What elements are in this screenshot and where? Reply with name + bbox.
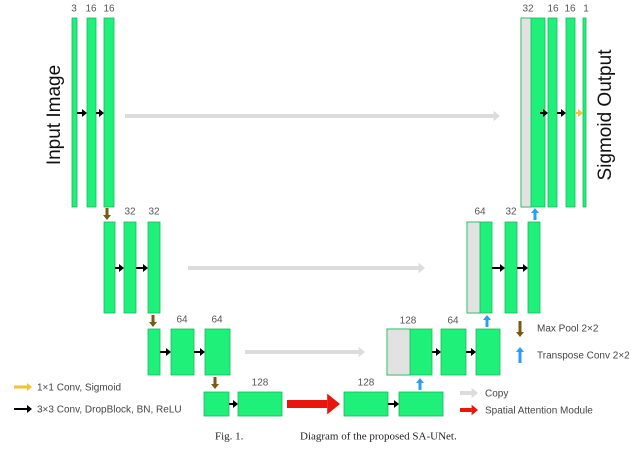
feature-map [398, 391, 444, 417]
feature-map [103, 221, 116, 314]
feature-map [343, 391, 389, 417]
arrow-head [436, 348, 441, 356]
arrow-head [143, 264, 148, 272]
arrow-head [27, 383, 32, 391]
channel-label: 32 [505, 207, 517, 218]
feature-map [123, 221, 137, 314]
feature-map [204, 328, 231, 376]
channel-label: 64 [176, 315, 188, 326]
feature-map [547, 17, 558, 208]
arrow-head [82, 109, 87, 117]
copied-feature [386, 328, 411, 376]
arrow-head [27, 405, 32, 413]
arrow-head [394, 400, 399, 408]
arrow-head [543, 109, 548, 117]
arrow-head [516, 332, 524, 337]
arrow-head [516, 347, 524, 352]
legend-label: Copy [485, 389, 508, 400]
output-label: Sigmoid Output [595, 49, 616, 181]
arrow-head [471, 348, 476, 356]
copied-feature [520, 17, 532, 208]
feature-map [71, 17, 78, 208]
channel-label: 16 [103, 4, 115, 15]
shapes [14, 17, 587, 417]
legend-label: 3×3 Conv, DropBlock, BN, ReLU [37, 405, 182, 416]
channel-label: 32 [148, 207, 160, 218]
feature-map [504, 221, 518, 314]
legend-label: Max Pool 2×2 [537, 324, 599, 335]
legend-label: Spatial Attention Module [485, 406, 593, 417]
caption-label: Fig. 1. [215, 431, 244, 443]
feature-map [86, 17, 97, 208]
channel-label: 64 [474, 207, 486, 218]
arrow-head [483, 315, 491, 320]
feature-map [440, 328, 467, 376]
arrow-head [416, 378, 424, 383]
feature-map [103, 17, 115, 208]
arrow-head [358, 346, 365, 358]
channel-label: 128 [358, 378, 375, 389]
arrow-head [493, 110, 500, 122]
feature-map [565, 17, 576, 208]
arrow-head [471, 404, 478, 416]
channel-label: 128 [252, 378, 269, 389]
arrow-head [531, 208, 539, 213]
channel-label: 16 [85, 4, 97, 15]
channel-label: 1 [583, 4, 589, 15]
feature-map [170, 328, 195, 376]
channel-label: 16 [547, 4, 559, 15]
feature-map [475, 328, 501, 376]
feature-map [237, 391, 283, 417]
channel-label: 16 [564, 4, 576, 15]
arrow-head [578, 109, 583, 117]
arrow-head [103, 215, 111, 220]
arrow-head [233, 400, 238, 408]
arrow-head [561, 109, 566, 117]
arrow-head [523, 264, 528, 272]
channel-label: 64 [211, 315, 223, 326]
feature-map [582, 17, 587, 208]
channel-label: 32 [522, 4, 534, 15]
arrow-head [327, 393, 340, 415]
arrow-head [99, 109, 104, 117]
channel-label: 128 [400, 316, 417, 327]
legend-label: Transpose Conv 2×2 [537, 351, 630, 362]
feature-map [527, 221, 541, 314]
copied-feature [466, 221, 481, 314]
arrow-head [119, 264, 124, 272]
arrow-head [471, 387, 478, 399]
arrow-head [166, 348, 171, 356]
feature-map [147, 328, 161, 376]
channel-label: 32 [124, 207, 136, 218]
feature-map [203, 391, 230, 417]
caption-text: Diagram of the proposed SA-UNet. [300, 431, 457, 443]
input-label: Input Image [44, 65, 65, 165]
channel-label: 3 [71, 4, 77, 15]
feature-map [147, 221, 161, 314]
arrow-head [211, 384, 219, 389]
channel-label: 64 [447, 316, 459, 327]
arrow-head [149, 322, 157, 327]
arrow-head [500, 264, 505, 272]
arrow-head [418, 262, 425, 274]
arrow-head [200, 348, 205, 356]
legend-label: 1×1 Conv, Sigmoid [37, 383, 121, 394]
